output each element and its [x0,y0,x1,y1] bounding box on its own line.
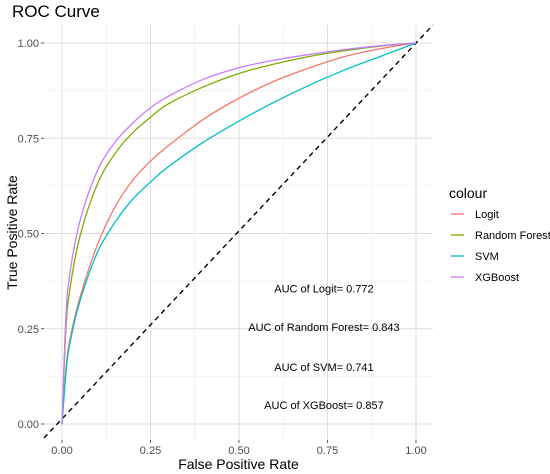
x-axis-title: False Positive Rate [178,456,299,472]
legend-title: colour [449,185,487,201]
auc-annotation: AUC of SVM= 0.741 [274,362,373,374]
series-line-svm [61,42,417,425]
x-tick-label: 0.50 [228,445,249,457]
series-line-xgboost [61,42,417,425]
legend: colour Logit Random Forest SVM XGBoost [449,185,550,285]
x-tick-label: 1.00 [405,445,426,457]
x-tick-label: 0.75 [317,445,338,457]
legend-label-svm: SVM [475,251,499,263]
legend-label-xgboost: XGBoost [475,272,519,284]
auc-annotation: AUC of XGBoost= 0.857 [264,400,384,412]
x-tick-label: 0.25 [140,445,161,457]
auc-annotation: AUC of Logit= 0.772 [274,284,373,296]
y-tick-label: 0.50 [18,229,39,241]
series-group [61,42,417,425]
chart-title: ROC Curve [12,2,100,21]
series-line-logit [61,42,417,425]
y-tick-label: 0.25 [18,324,39,336]
annotations-group: AUC of Logit= 0.772 AUC of Random Forest=… [248,284,399,412]
reference-line-group [43,24,434,439]
y-tick-label: 1.00 [18,38,39,50]
y-tick-labels: 0.00 0.25 0.50 0.75 1.00 [18,38,44,431]
legend-label-logit: Logit [475,209,499,221]
series-line-random-forest [61,42,417,425]
grid [44,25,433,440]
reference-line [43,24,434,439]
x-tick-labels: 0.00 0.25 0.50 0.75 1.00 [51,440,427,457]
x-tick-label: 0.00 [51,445,72,457]
y-tick-label: 0.00 [18,419,39,431]
y-axis-title: True Positive Rate [4,175,20,290]
y-tick-label: 0.75 [18,133,39,145]
auc-annotation: AUC of Random Forest= 0.843 [248,322,399,334]
legend-label-random-forest: Random Forest [475,230,550,242]
